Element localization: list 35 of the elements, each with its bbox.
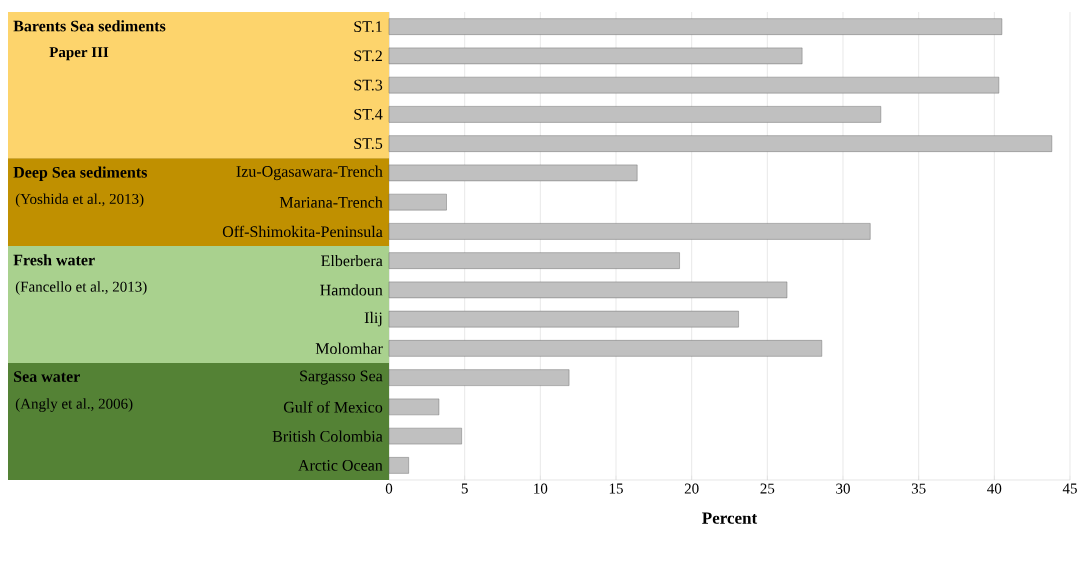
- y-tick-label: Elberbera: [321, 255, 383, 267]
- y-tick-label: ST.4: [354, 108, 383, 120]
- y-tick-label: Ilij: [364, 311, 382, 327]
- y-tick-label: Hamdoun: [320, 284, 383, 296]
- y-tick-label: ST.2: [354, 50, 382, 62]
- x-tick-label: 45: [1062, 483, 1077, 494]
- x-tick-label: 5: [461, 483, 468, 494]
- text: Fresh water: [13, 254, 95, 266]
- y-tick-label: ST.3: [354, 79, 383, 91]
- x-tick-label: 15: [609, 483, 623, 494]
- x-axis-title: Percent: [702, 512, 758, 524]
- x-tick-label: 0: [385, 483, 393, 494]
- y-tick-label: Gulf of Mexico: [283, 401, 383, 413]
- y-tick-label: ST.5: [354, 138, 383, 150]
- y-tick-label: Off-Shimokita-Peninsula: [222, 225, 383, 238]
- x-tick-label: 30: [836, 483, 850, 494]
- text: Paper III: [49, 47, 109, 61]
- text: Barents Sea sediments: [13, 20, 166, 32]
- text: Deep Sea sediments: [13, 166, 148, 181]
- x-tick-label: 40: [987, 483, 1002, 494]
- y-tick-label: Mariana-Trench: [279, 196, 383, 208]
- y-tick-label: ST.1: [354, 21, 382, 33]
- text: (Fancello et al., 2013): [15, 281, 147, 295]
- y-tick-label: Molomhar: [315, 342, 383, 355]
- text: (Yoshida et al., 2013): [15, 193, 144, 208]
- x-tick-label: 20: [684, 483, 699, 494]
- y-tick-label: Sargasso Sea: [300, 370, 383, 385]
- y-tick-label: British Colombia: [272, 430, 383, 442]
- y-tick-label: Arctic Ocean: [298, 460, 383, 471]
- x-tick-label: 10: [534, 483, 548, 494]
- x-tick-label: 25: [760, 483, 775, 494]
- text: (Angly et al., 2006): [15, 398, 133, 412]
- y-tick-label: Izu-Ogasawara-Trench: [236, 165, 383, 181]
- text: Sea water: [14, 371, 80, 382]
- x-tick-label: 35: [911, 483, 926, 494]
